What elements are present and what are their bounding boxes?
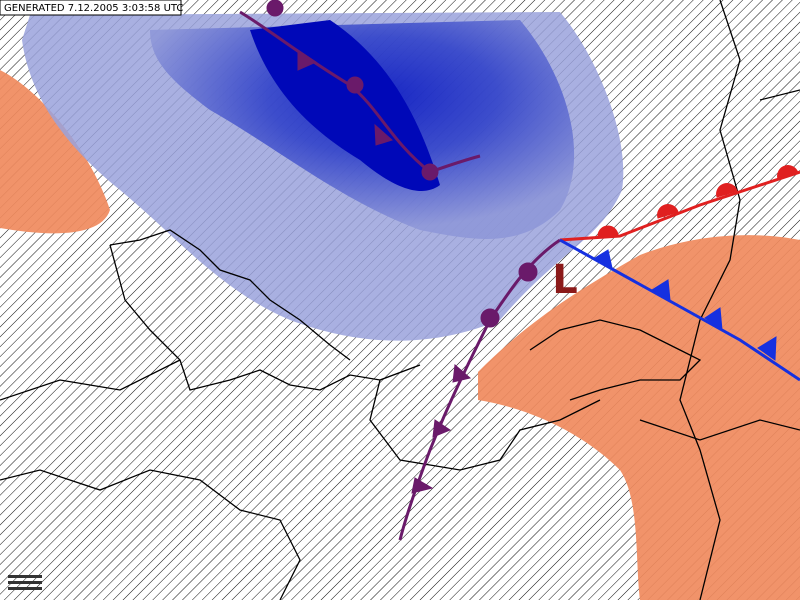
logo: [8, 575, 42, 590]
pressure-center-label: L: [552, 257, 578, 303]
occluded-front: [239, 0, 561, 541]
cold-front: [559, 238, 800, 382]
warm-front: [559, 165, 800, 242]
header-box: [0, 0, 182, 16]
generated-time: GENERATED 7.12.2005 3:03:58 UTC: [4, 3, 183, 14]
